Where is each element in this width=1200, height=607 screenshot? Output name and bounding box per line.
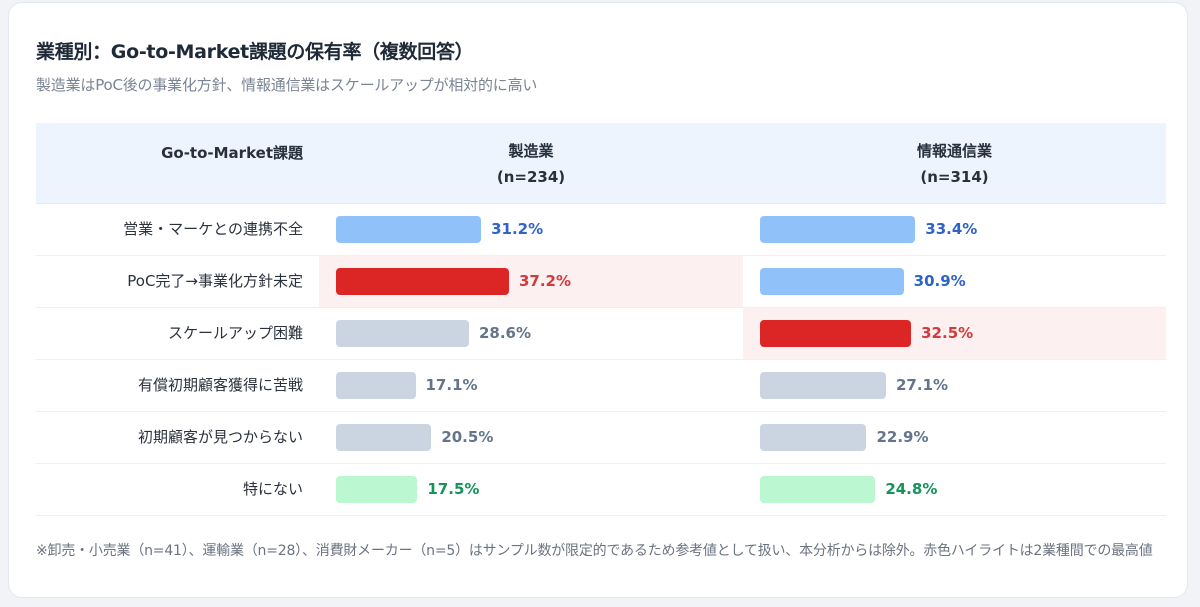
header-ict-n: (n=314) bbox=[920, 168, 989, 186]
bar bbox=[760, 268, 904, 295]
bar bbox=[760, 320, 912, 347]
cell-ict: 33.4% bbox=[743, 204, 1166, 255]
table-row: 初期顧客が見つからない 20.5% 22.9% bbox=[36, 412, 1166, 464]
cell-manufacturing: 37.2% bbox=[319, 256, 743, 307]
cell-ict: 27.1% bbox=[743, 360, 1166, 411]
bar-value-label: 28.6% bbox=[478, 324, 532, 342]
bar-value-label: 33.4% bbox=[925, 220, 978, 238]
cell-manufacturing: 28.6% bbox=[319, 308, 743, 359]
row-label: 特にない bbox=[242, 480, 303, 498]
cell-ict: 22.9% bbox=[743, 412, 1166, 463]
comparison-table: Go-to-Market課題 製造業 (n=234) 情報通信業 (n=314)… bbox=[36, 123, 1166, 516]
header-manufacturing-name: 製造業 bbox=[508, 142, 554, 160]
bar-value-label: 31.2% bbox=[491, 220, 544, 238]
bar bbox=[336, 476, 418, 503]
bar bbox=[760, 216, 916, 243]
bar bbox=[336, 424, 432, 451]
bar-value-label: 27.1% bbox=[896, 376, 949, 394]
row-label: 初期顧客が見つからない bbox=[137, 428, 303, 446]
header-ict-name: 情報通信業 bbox=[916, 142, 992, 160]
bar-value-label: 22.9% bbox=[876, 428, 929, 446]
chart-card: 業種別：Go-to-Market課題の保有率（複数回答） 製造業はPoC後の事業… bbox=[8, 2, 1188, 598]
bar-value-label: 20.5% bbox=[441, 428, 494, 446]
header-ict: 情報通信業 (n=314) bbox=[743, 138, 1166, 190]
table-header: Go-to-Market課題 製造業 (n=234) 情報通信業 (n=314) bbox=[36, 123, 1166, 204]
bar bbox=[336, 320, 469, 347]
chart-subtitle: 製造業はPoC後の事業化方針、情報通信業はスケールアップが相対的に高い bbox=[36, 76, 538, 94]
bar-value-label: 17.5% bbox=[427, 480, 480, 498]
table-row: 有償初期顧客獲得に苦戦 17.1% 27.1% bbox=[36, 360, 1166, 412]
footnote: ※卸売・小売業（n=41）、運輸業（n=28）、消費財メーカー（n=5）はサンプ… bbox=[36, 543, 1153, 559]
cell-manufacturing: 17.5% bbox=[319, 464, 743, 515]
row-label: PoC完了→事業化方針未定 bbox=[127, 272, 303, 290]
cell-ict: 32.5% bbox=[743, 308, 1166, 359]
table-row: スケールアップ困難 28.6% 32.5% bbox=[36, 308, 1166, 360]
table-row: PoC完了→事業化方針未定 37.2% 30.9% bbox=[36, 256, 1166, 308]
cell-manufacturing: 31.2% bbox=[319, 204, 743, 255]
chart-title: 業種別：Go-to-Market課題の保有率（複数回答） bbox=[36, 41, 474, 63]
bar-value-label: 24.8% bbox=[885, 480, 938, 498]
table-row: 営業・マーケとの連携不全 31.2% 33.4% bbox=[36, 204, 1166, 256]
header-manufacturing-n: (n=234) bbox=[496, 168, 566, 186]
bar-value-label: 37.2% bbox=[518, 272, 572, 290]
bar bbox=[336, 372, 416, 399]
bar bbox=[336, 216, 482, 243]
cell-manufacturing: 20.5% bbox=[319, 412, 743, 463]
header-issue-label: Go-to-Market課題 bbox=[161, 144, 303, 162]
bar-value-label: 17.1% bbox=[425, 376, 478, 394]
cell-ict: 30.9% bbox=[743, 256, 1166, 307]
bar-value-label: 30.9% bbox=[913, 272, 966, 290]
cell-ict: 24.8% bbox=[743, 464, 1166, 515]
bar-value-label: 32.5% bbox=[921, 324, 974, 342]
table-row: 特にない 17.5% 24.8% bbox=[36, 464, 1166, 516]
bar bbox=[760, 476, 876, 503]
bar bbox=[336, 268, 509, 295]
row-label: 有償初期顧客獲得に苦戦 bbox=[137, 376, 303, 394]
bar bbox=[760, 372, 886, 399]
row-label: 営業・マーケとの連携不全 bbox=[123, 220, 303, 238]
row-label: スケールアップ困難 bbox=[167, 324, 303, 342]
cell-manufacturing: 17.1% bbox=[319, 360, 743, 411]
header-manufacturing: 製造業 (n=234) bbox=[319, 138, 743, 190]
table-body: 営業・マーケとの連携不全 31.2% 33.4% PoC完了→事業化方針未定 37.2%… bbox=[36, 204, 1166, 516]
bar bbox=[760, 424, 867, 451]
